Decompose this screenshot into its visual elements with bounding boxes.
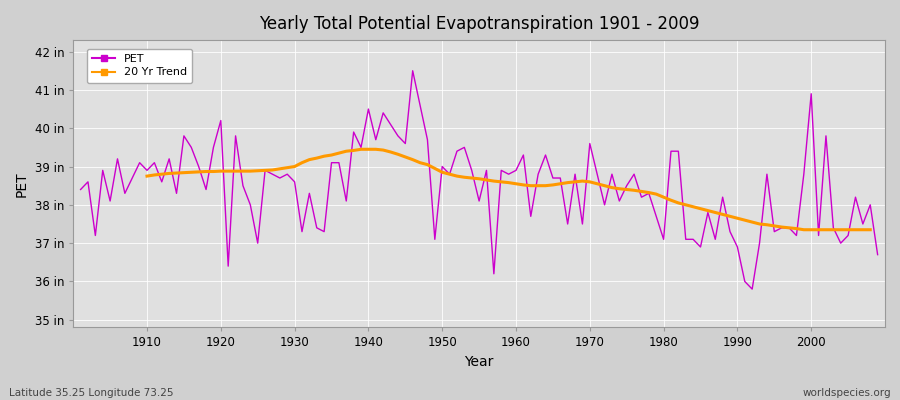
Y-axis label: PET: PET bbox=[15, 171, 29, 196]
Text: Latitude 35.25 Longitude 73.25: Latitude 35.25 Longitude 73.25 bbox=[9, 388, 174, 398]
Title: Yearly Total Potential Evapotranspiration 1901 - 2009: Yearly Total Potential Evapotranspiratio… bbox=[259, 15, 699, 33]
Legend: PET, 20 Yr Trend: PET, 20 Yr Trend bbox=[87, 48, 193, 83]
Text: worldspecies.org: worldspecies.org bbox=[803, 388, 891, 398]
X-axis label: Year: Year bbox=[464, 355, 494, 369]
